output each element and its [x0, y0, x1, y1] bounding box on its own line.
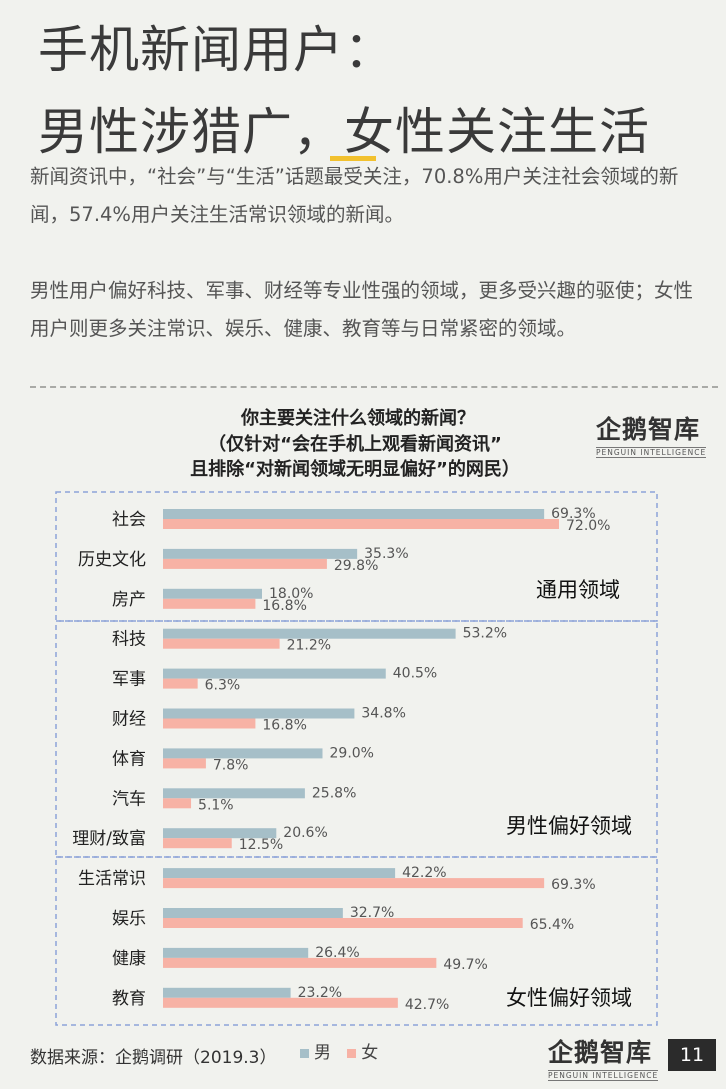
legend-male-label: 男: [314, 1043, 331, 1063]
value-label-female: 7.8%: [213, 757, 249, 773]
value-label-male: 23.2%: [298, 985, 342, 1001]
value-label-female: 21.2%: [287, 638, 331, 654]
bar-female: [163, 878, 545, 889]
chart-title-line3: 且排除“对新闻领域无明显偏好”的网民）: [190, 459, 520, 480]
category-label: 军事: [112, 670, 146, 690]
bar-female: [163, 718, 256, 729]
category-label: 房产: [112, 590, 146, 610]
value-label-male: 69.3%: [551, 506, 595, 522]
category-label: 科技: [112, 630, 146, 650]
category-label: 教育: [112, 989, 146, 1009]
group-box: [55, 856, 658, 1026]
bar-female: [163, 558, 327, 569]
value-label-female: 6.3%: [205, 678, 241, 694]
bar-male: [163, 868, 396, 879]
bar-male: [163, 708, 355, 719]
summary-paragraph-2: 男性用户偏好科技、军事、财经等专业性强的领域，更多受兴趣的驱使；女性用户则更多关…: [30, 279, 694, 340]
bar-male: [163, 748, 323, 759]
summary-paragraph-1: 新闻资讯中，“社会”与“生活”话题最受关注，70.8%用户关注社会领域的新闻，5…: [30, 165, 679, 226]
category-label: 财经: [112, 710, 146, 730]
category-label: 健康: [112, 949, 146, 969]
value-label-male: 29.0%: [330, 745, 374, 761]
value-label-female: 65.4%: [530, 917, 574, 933]
value-label-female: 29.8%: [334, 558, 378, 574]
value-label-male: 35.3%: [364, 546, 408, 562]
page-number: 11: [668, 1039, 716, 1071]
value-label-female: 42.7%: [405, 997, 449, 1013]
bar-male: [163, 509, 545, 519]
value-label-male: 40.5%: [393, 666, 437, 682]
value-label-male: 25.8%: [312, 785, 356, 801]
penguin-logo-footer: 企鹅智库 PENGUIN INTELLIGENCE: [548, 1033, 659, 1081]
bar-male: [163, 987, 291, 998]
legend-male-swatch: [300, 1048, 309, 1058]
legend-female-swatch: [347, 1048, 357, 1058]
bar-female: [163, 798, 192, 809]
category-label: 汽车: [112, 789, 146, 809]
value-label-female: 16.8%: [262, 598, 306, 614]
logo-text: 企鹅智库: [548, 1038, 653, 1067]
legend: 男 女: [300, 1038, 378, 1063]
bar-female: [163, 598, 256, 609]
chart-title-line1: 你主要关注什么领域的新闻？: [241, 408, 475, 429]
value-label-male: 18.0%: [269, 586, 313, 602]
value-label-male: 42.2%: [402, 865, 446, 881]
value-label-female: 69.3%: [551, 877, 595, 893]
value-label-male: 53.2%: [463, 626, 507, 642]
bar-female: [163, 638, 280, 649]
value-label-female: 12.5%: [239, 837, 283, 853]
bar-male: [163, 788, 305, 799]
bar-male: [163, 828, 277, 839]
chart-title-line2: （仅针对“会在手机上观看新闻资讯”: [208, 434, 502, 455]
bar-female: [163, 838, 232, 849]
category-label: 理财/致富: [72, 829, 146, 849]
section-divider: [30, 386, 718, 388]
bar-female: [163, 957, 437, 968]
value-label-female: 72.0%: [566, 518, 610, 534]
category-label: 社会: [112, 510, 146, 530]
group-label: 女性偏好领域: [506, 986, 632, 1010]
legend-female-label: 女: [361, 1043, 379, 1063]
page-title-line1: 手机新闻用户：: [38, 21, 395, 79]
bar-male: [163, 908, 343, 918]
bar-male: [163, 668, 386, 679]
category-label: 历史文化: [78, 550, 146, 570]
category-label: 体育: [112, 749, 146, 769]
logo-subtext: PENGUIN INTELLIGENCE: [548, 1070, 659, 1081]
category-label: 生活常识: [78, 869, 146, 889]
bar-female: [163, 997, 398, 1008]
group-label: 男性偏好领域: [506, 814, 632, 838]
logo-subtext: PENGUIN INTELLIGENCE: [596, 447, 707, 458]
data-source: 数据来源：企鹅调研（2019.3）: [30, 1048, 277, 1068]
page-title-line2: 男性涉猎广，女性关注生活: [38, 103, 650, 161]
value-label-male: 20.6%: [283, 825, 327, 841]
value-label-male: 32.7%: [350, 905, 394, 921]
bar-female: [163, 758, 206, 769]
bar-male: [163, 947, 309, 958]
value-label-male: 26.4%: [315, 945, 359, 961]
bar-female: [163, 519, 559, 529]
bar-male: [163, 548, 358, 559]
value-label-female: 16.8%: [262, 718, 306, 734]
bar-female: [163, 678, 198, 689]
logo-text: 企鹅智库: [596, 415, 701, 444]
title-accent-underline: [330, 156, 376, 161]
value-label-female: 49.7%: [443, 957, 487, 973]
value-label-male: 34.8%: [361, 706, 405, 722]
bar-female: [163, 918, 523, 928]
bar-male: [163, 628, 456, 639]
group-label: 通用领域: [536, 578, 620, 602]
value-label-female: 5.1%: [198, 797, 234, 813]
penguin-logo: 企鹅智库 PENGUIN INTELLIGENCE: [596, 410, 707, 458]
bar-male: [163, 588, 262, 599]
category-label: 娱乐: [112, 909, 146, 929]
